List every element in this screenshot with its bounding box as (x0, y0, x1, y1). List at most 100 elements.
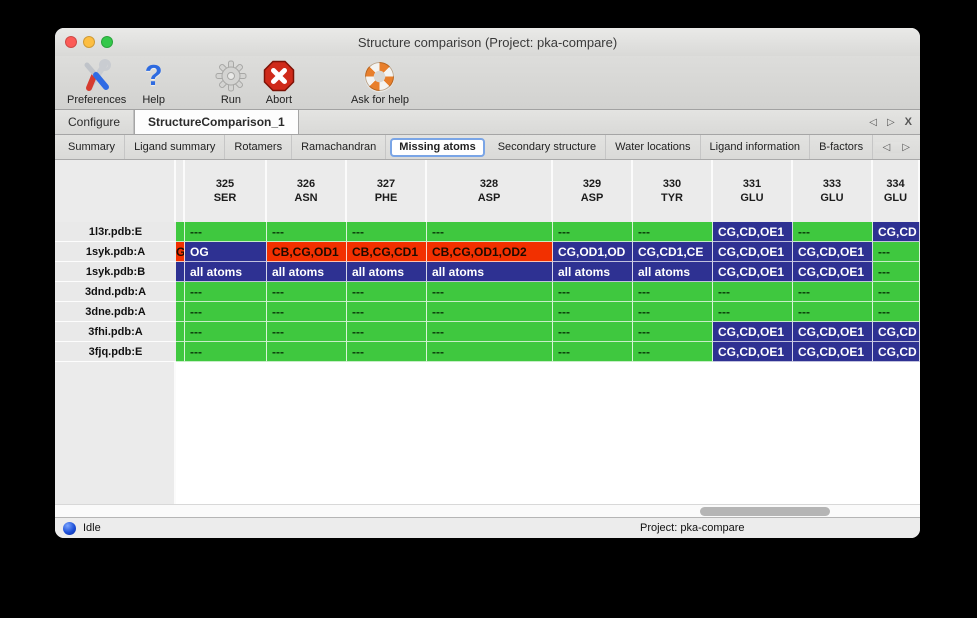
cell[interactable]: --- (633, 222, 713, 242)
cell[interactable]: --- (427, 282, 553, 302)
cell[interactable]: --- (185, 222, 267, 242)
sub-tab-ligand-summary[interactable]: Ligand summary (125, 135, 226, 159)
cell[interactable]: CB,CG,OD1,OD2 (427, 242, 553, 262)
tab-scroll-left-icon[interactable]: ◁ (869, 116, 877, 128)
cell[interactable]: --- (185, 282, 267, 302)
cell[interactable]: --- (793, 222, 873, 242)
cell[interactable]: all atoms (347, 262, 427, 282)
cell[interactable]: --- (793, 282, 873, 302)
cell[interactable]: CB,CG,OD1 (267, 242, 347, 262)
row-label-3fhi-pdb-a[interactable]: 3fhi.pdb:A (55, 322, 176, 342)
cell[interactable]: CG,CD,OE1 (713, 222, 793, 242)
cell[interactable]: --- (427, 302, 553, 322)
cell[interactable]: --- (553, 342, 633, 362)
cell[interactable]: --- (347, 302, 427, 322)
sub-tab-rotamers[interactable]: Rotamers (225, 135, 293, 159)
cell[interactable]: --- (873, 302, 920, 322)
cell[interactable]: CB,CG,CD1 (347, 242, 427, 262)
cell[interactable]: --- (427, 222, 553, 242)
cell[interactable]: --- (553, 322, 633, 342)
cell[interactable]: --- (713, 282, 793, 302)
cell[interactable]: --- (267, 302, 347, 322)
clipped-column-cell[interactable] (176, 302, 185, 322)
subtab-scroll-left-icon[interactable]: ◁ (882, 141, 891, 153)
minimize-window-button[interactable] (83, 36, 95, 48)
row-label-3dne-pdb-a[interactable]: 3dne.pdb:A (55, 302, 176, 322)
subtab-scroll-right-icon[interactable]: ▷ (902, 141, 910, 153)
cell[interactable]: CG,CD,OE1 (713, 322, 793, 342)
cell[interactable]: CG,CD (873, 322, 920, 342)
cell[interactable]: --- (633, 322, 713, 342)
row-label-1l3r-pdb-e[interactable]: 1l3r.pdb:E (55, 222, 176, 242)
cell[interactable]: --- (347, 342, 427, 362)
cell[interactable]: all atoms (267, 262, 347, 282)
cell[interactable]: --- (713, 302, 793, 322)
cell[interactable]: --- (347, 282, 427, 302)
horizontal-scrollbar-track[interactable] (55, 504, 920, 517)
cell[interactable]: --- (633, 302, 713, 322)
sub-tab-water-locations[interactable]: Water locations (606, 135, 701, 159)
cell[interactable]: all atoms (427, 262, 553, 282)
sub-tab-secondary-structure[interactable]: Secondary structure (489, 135, 607, 159)
doc-tab-configure[interactable]: Configure (55, 110, 135, 134)
toolbar-button-abort[interactable]: Abort (263, 59, 295, 106)
cell[interactable]: CG,CD (873, 222, 920, 242)
cell[interactable]: --- (427, 322, 553, 342)
tab-close-icon[interactable]: X (904, 116, 912, 128)
cell[interactable]: --- (873, 242, 920, 262)
toolbar-button-preferences[interactable]: Preferences (67, 59, 126, 106)
cell[interactable]: CG,CD,OE1 (793, 242, 873, 262)
toolbar-button-run[interactable]: Run (215, 59, 247, 106)
cell[interactable]: --- (267, 282, 347, 302)
zoom-window-button[interactable] (101, 36, 113, 48)
cell[interactable]: CG,OD1,OD (553, 242, 633, 262)
cell[interactable]: --- (873, 262, 920, 282)
sub-tab-missing-atoms[interactable]: Missing atoms (390, 137, 485, 157)
cell[interactable]: all atoms (633, 262, 713, 282)
cell[interactable]: --- (267, 342, 347, 362)
close-window-button[interactable] (65, 36, 77, 48)
clipped-column-cell[interactable] (176, 322, 185, 342)
sub-tab-ligand-information[interactable]: Ligand information (701, 135, 811, 159)
cell[interactable]: --- (553, 302, 633, 322)
cell[interactable]: OG (185, 242, 267, 262)
cell[interactable]: --- (553, 222, 633, 242)
toolbar-button-help[interactable]: ? Help (142, 59, 165, 106)
horizontal-scrollbar-thumb[interactable] (700, 507, 830, 516)
row-label-3fjq-pdb-e[interactable]: 3fjq.pdb:E (55, 342, 176, 362)
cell[interactable]: --- (267, 222, 347, 242)
cell[interactable]: --- (185, 342, 267, 362)
cell[interactable]: --- (633, 342, 713, 362)
cell[interactable]: --- (185, 322, 267, 342)
cell[interactable]: CG,CD,OE1 (793, 322, 873, 342)
clipped-column-cell[interactable] (176, 282, 185, 302)
clipped-column-cell[interactable]: G (176, 242, 185, 262)
row-label-3dnd-pdb-a[interactable]: 3dnd.pdb:A (55, 282, 176, 302)
clipped-column-cell[interactable] (176, 222, 185, 242)
cell[interactable]: --- (267, 322, 347, 342)
sub-tab-summary[interactable]: Summary (59, 135, 126, 159)
clipped-column-cell[interactable] (176, 342, 185, 362)
cell[interactable]: CG,CD (873, 342, 920, 362)
cell[interactable]: --- (427, 342, 553, 362)
cell[interactable]: --- (793, 302, 873, 322)
cell[interactable]: --- (347, 222, 427, 242)
cell[interactable]: CG,CD,OE1 (793, 262, 873, 282)
cell[interactable]: CG,CD,OE1 (713, 242, 793, 262)
row-label-1syk-pdb-b[interactable]: 1syk.pdb:B (55, 262, 176, 282)
toolbar-button-ask-for-help[interactable]: Ask for help (351, 59, 409, 106)
row-label-1syk-pdb-a[interactable]: 1syk.pdb:A (55, 242, 176, 262)
cell[interactable]: --- (873, 282, 920, 302)
cell[interactable]: CG,CD,OE1 (793, 342, 873, 362)
cell[interactable]: CG,CD1,CE (633, 242, 713, 262)
cell[interactable]: --- (185, 302, 267, 322)
cell[interactable]: all atoms (185, 262, 267, 282)
doc-tab-structurecomparison-1[interactable]: StructureComparison_1 (134, 110, 299, 134)
sub-tab-ramachandran[interactable]: Ramachandran (292, 135, 387, 159)
cell[interactable]: CG,CD,OE1 (713, 262, 793, 282)
tab-scroll-right-icon[interactable]: ▷ (886, 116, 895, 128)
cell[interactable]: CG,CD,OE1 (713, 342, 793, 362)
cell[interactable]: all atoms (553, 262, 633, 282)
sub-tab-b-factors[interactable]: B-factors (810, 135, 874, 159)
cell[interactable]: --- (633, 282, 713, 302)
